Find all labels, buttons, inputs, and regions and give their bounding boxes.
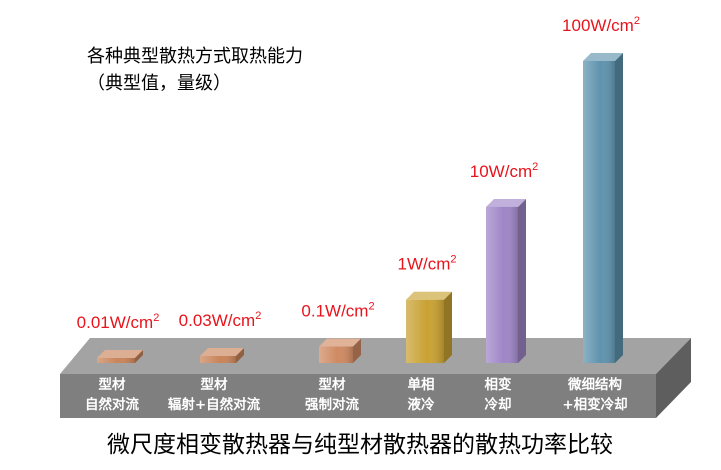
bar-6 (583, 53, 623, 363)
value-label-3: 0.1W/cm2 (301, 301, 374, 321)
value-label-sup: 2 (255, 310, 261, 322)
bar-3 (319, 338, 361, 363)
chart-title-line-2: （典型值，量级） (87, 73, 231, 94)
bars-group (97, 53, 623, 363)
bar-5 (486, 198, 526, 363)
chart-platform (60, 338, 691, 418)
category-label-2-line-1: 型材 (201, 376, 228, 393)
bar-top-face (486, 198, 526, 207)
bar-4 (406, 291, 452, 363)
bar-front-highlight (319, 346, 353, 363)
bar-side-face (518, 198, 526, 363)
value-label-4: 1W/cm2 (397, 254, 456, 274)
category-label-3-line-1: 型材 (319, 376, 346, 393)
category-label-4-line-2: 液冷 (408, 396, 435, 413)
platform-front (60, 374, 656, 418)
platform-top (60, 338, 691, 374)
category-label-6-line-2: +相变冷却 (562, 396, 627, 413)
bar-front-highlight (406, 299, 444, 363)
bar-side-face (353, 338, 361, 363)
category-label-5-line-1: 相变 (485, 376, 512, 393)
value-label-base: 0.03W/cm (179, 311, 256, 330)
value-label-sup: 2 (153, 312, 159, 324)
value-label-5: 10W/cm2 (470, 161, 538, 181)
bar-top-face (200, 347, 244, 356)
bar-side-face (236, 347, 244, 363)
category-label-6-line-1: 微细结构 (567, 376, 622, 393)
bar-top-face (583, 53, 623, 61)
bar-side-face (135, 350, 143, 363)
value-label-sup: 2 (450, 254, 456, 266)
value-label-base: 0.1W/cm (301, 302, 368, 321)
bar-front-highlight (200, 355, 236, 363)
bar-front-highlight (486, 206, 518, 363)
value-label-base: 100W/cm (562, 16, 634, 35)
value-label-base: 10W/cm (470, 162, 532, 181)
bar-2 (200, 347, 244, 363)
category-label-1-line-2: 自然对流 (85, 396, 139, 413)
bar-front-highlight (583, 61, 615, 363)
value-label-base: 1W/cm (397, 255, 450, 274)
value-labels-group: 0.01W/cm2 0.03W/cm2 0.1W/cm21W/cm210W/cm21… (77, 15, 640, 332)
category-label-4-line-1: 单相 (408, 376, 435, 393)
bar-front-highlight (97, 358, 135, 363)
category-label-3-line-2: 强制对流 (305, 396, 359, 413)
value-label-6: 100W/cm2 (562, 15, 640, 35)
value-label-sup: 2 (532, 161, 538, 173)
value-label-base: 0.01W/cm (77, 313, 154, 332)
value-label-sup: 2 (634, 15, 640, 27)
bar-top-face (97, 350, 143, 358)
bar-side-face (615, 53, 623, 363)
value-label-2: 0.03W/cm2 (179, 310, 262, 330)
value-label-sup: 2 (368, 301, 374, 313)
category-label-5-line-2: 冷却 (485, 396, 512, 413)
bar-top-face (319, 338, 361, 347)
category-label-2-line-2: 辐射+自然对流 (168, 396, 261, 413)
bar-side-face (444, 291, 452, 363)
platform-side (656, 338, 691, 418)
bar-top-face (406, 291, 452, 300)
value-label-1: 0.01W/cm2 (77, 312, 160, 332)
category-label-1-line-1: 型材 (99, 376, 126, 393)
bar-1 (97, 350, 143, 363)
chart-caption: 微尺度相变散热器与纯型材散热器的散热功率比较 (107, 432, 613, 458)
chart-title-line-1: 各种典型散热方式取热能力 (87, 46, 303, 67)
